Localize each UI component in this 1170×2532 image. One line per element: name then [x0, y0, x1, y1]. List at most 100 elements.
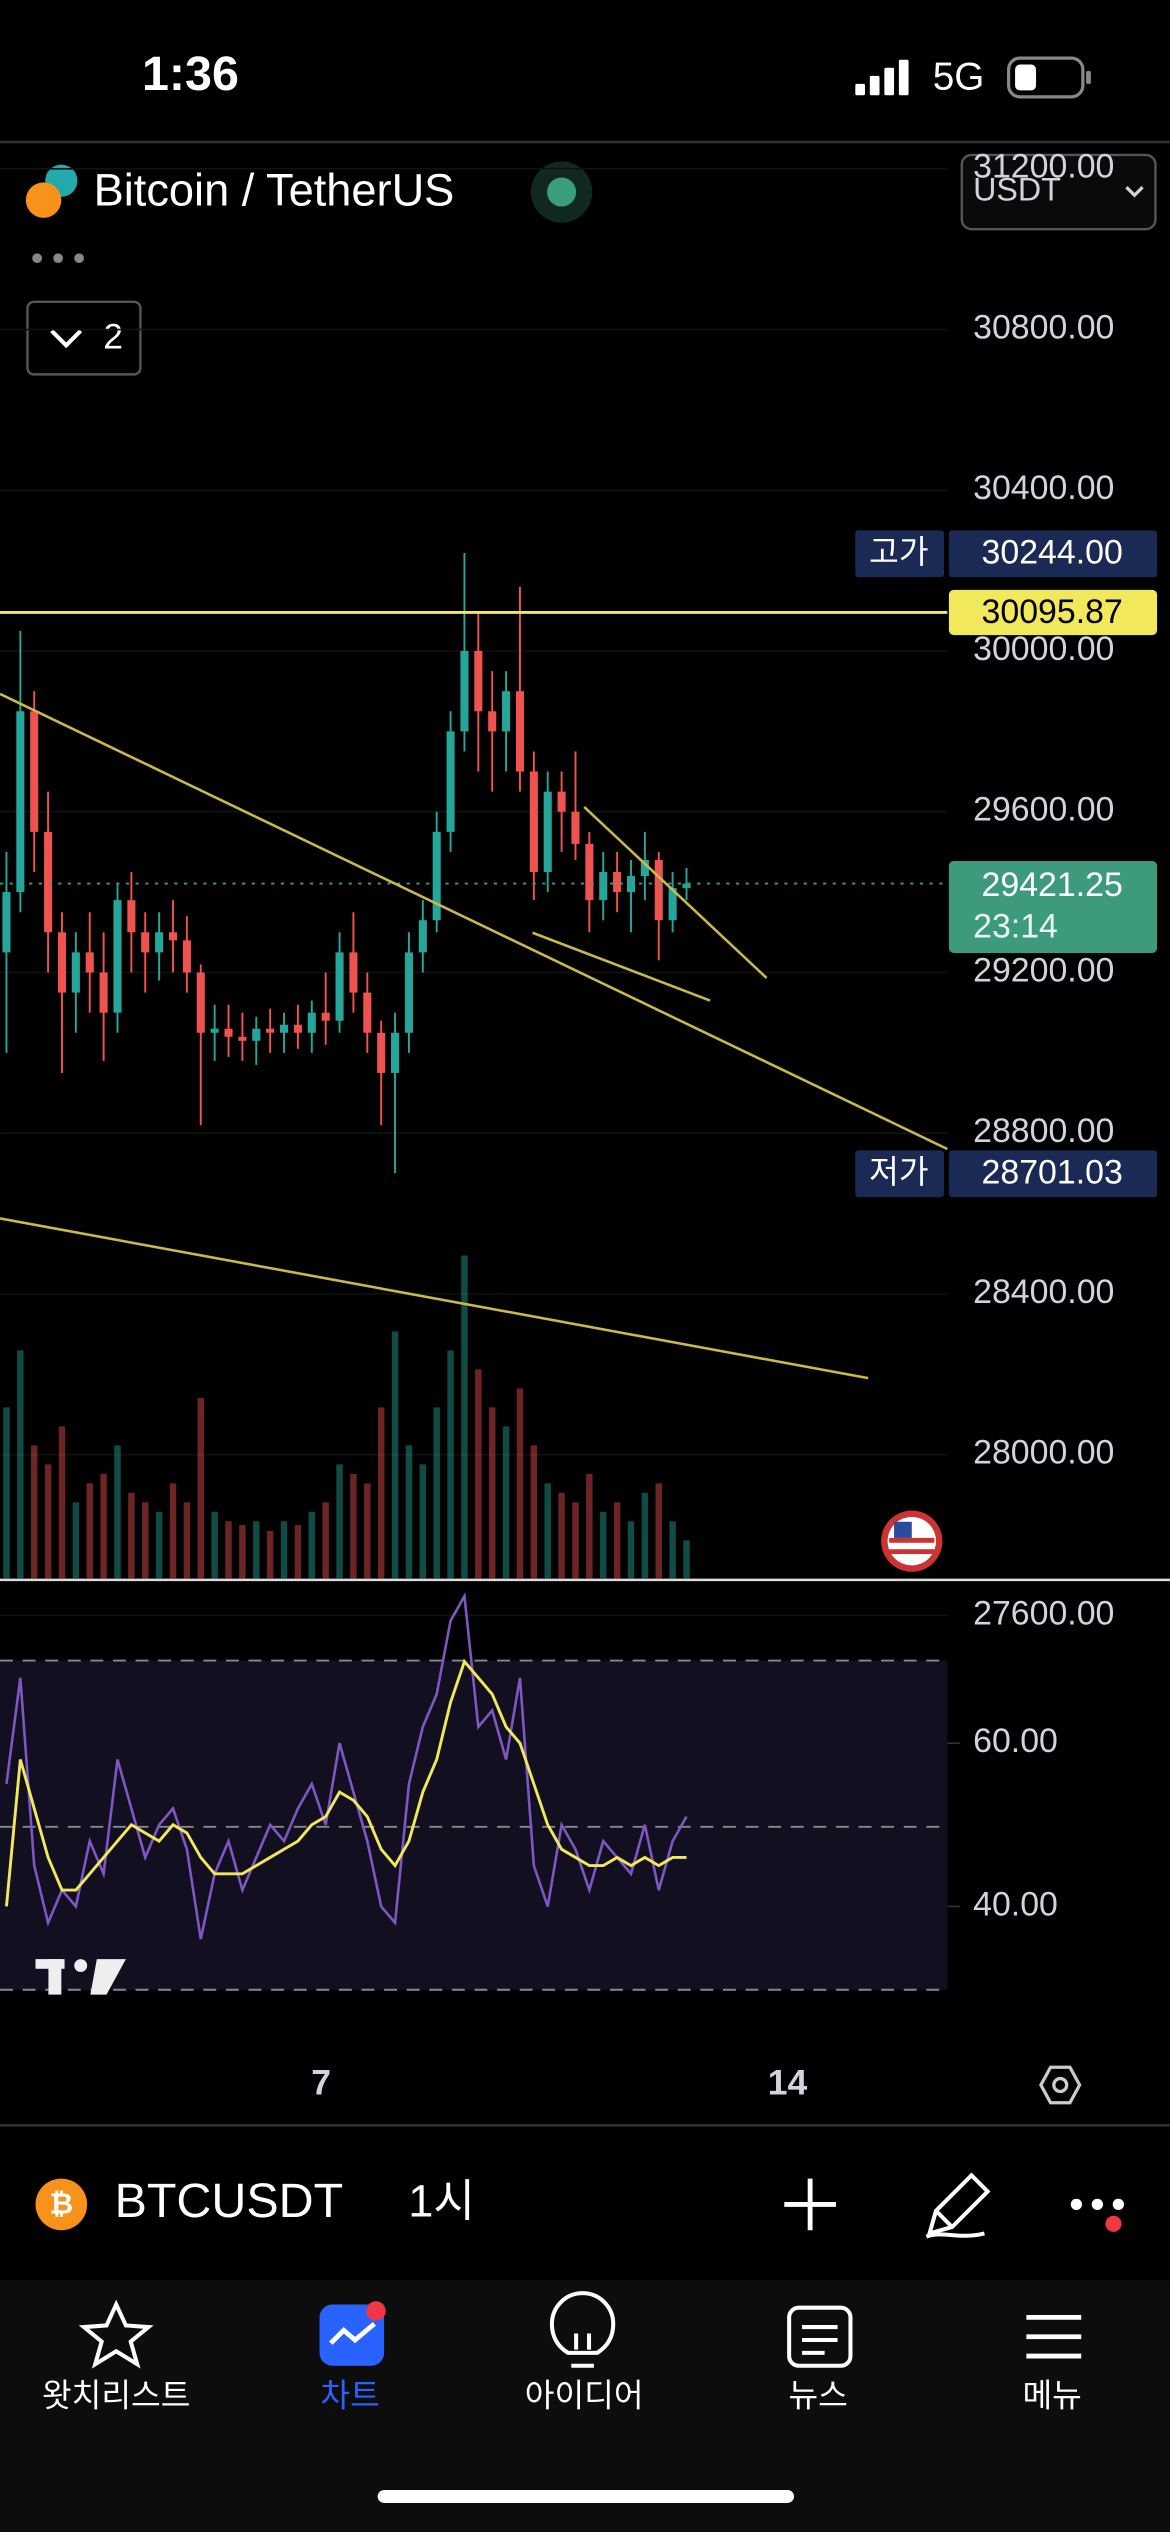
- indicator-count: 2: [103, 316, 123, 356]
- low-value: 28701.03: [982, 1154, 1123, 1192]
- network-type: 5G: [933, 55, 985, 98]
- volume-bar: [391, 1331, 399, 1579]
- volume-bar: [544, 1483, 551, 1579]
- volume-bar: [364, 1483, 371, 1579]
- volume-bar: [72, 1502, 80, 1579]
- low-name: 저가: [869, 1154, 928, 1190]
- settings-icon[interactable]: [1039, 2065, 1082, 2105]
- alert-price: 30095.87: [982, 593, 1123, 631]
- status-time: 1:36: [142, 47, 239, 101]
- last-price: 29421.25: [982, 866, 1123, 904]
- chart-icon-line: [329, 2321, 376, 2345]
- candle-body: [682, 883, 691, 889]
- more-icon[interactable]: [1070, 2198, 1124, 2232]
- y-tick-label: 30800.00: [973, 308, 1114, 346]
- watchlist-icon[interactable]: [78, 2299, 154, 2369]
- tab-label[interactable]: 왓치리스트: [42, 2378, 190, 2414]
- y-tick-label: 28400.00: [973, 1273, 1114, 1311]
- volume-bar: [502, 1426, 510, 1579]
- rsi-pane[interactable]: 60.00 40.00: [5, 1592, 1058, 1940]
- y-tick-label: 30400.00: [973, 469, 1114, 507]
- btc-icon: [25, 182, 62, 218]
- volume-bar: [58, 1426, 66, 1579]
- candle-body: [391, 1032, 400, 1073]
- tab-label[interactable]: 뉴스: [789, 2378, 848, 2414]
- candle-body: [307, 1012, 316, 1033]
- tab-label[interactable]: 차트: [321, 2378, 380, 2414]
- volume-bar: [239, 1525, 246, 1579]
- tab-label[interactable]: 메뉴: [1022, 2378, 1081, 2414]
- battery-icon: [1007, 56, 1091, 99]
- volume-bar: [280, 1521, 288, 1579]
- price-pane[interactable]: 31200.00 30800.00 30400.00 30000.00 29600.00…: [0, 148, 1114, 1633]
- volume-bar: [530, 1445, 538, 1579]
- candle-body: [57, 932, 67, 993]
- volume-bar: [627, 1521, 635, 1579]
- tab-label[interactable]: 아이디어: [525, 2378, 644, 2414]
- volume-bar: [322, 1502, 329, 1579]
- y-tick-label: 29600.00: [973, 791, 1114, 829]
- volume-bar: [572, 1502, 579, 1579]
- candle-body: [668, 888, 677, 921]
- tv-logo: [35, 1959, 126, 1995]
- signal-icon: [855, 59, 909, 96]
- volume-bar: [183, 1502, 191, 1579]
- currency-select[interactable]: [960, 153, 1157, 231]
- volume-bar: [669, 1521, 676, 1579]
- rsi-band: [0, 1660, 948, 1990]
- flag-icon[interactable]: [881, 1510, 943, 1572]
- x-tick-label: 14: [768, 2062, 808, 2102]
- volume-bar: [211, 1511, 218, 1579]
- toolbar-interval[interactable]: 1시: [408, 2175, 475, 2226]
- candle-body: [127, 900, 136, 933]
- candle-body: [71, 952, 80, 993]
- volume-bar: [447, 1350, 454, 1579]
- draw-icon[interactable]: [925, 2172, 991, 2239]
- alert-price-box: [948, 589, 1158, 636]
- indicator-toggle[interactable]: [26, 300, 142, 376]
- candle-body: [16, 711, 25, 893]
- volume-bar: [405, 1445, 413, 1579]
- volume-bar: [516, 1388, 524, 1579]
- y-tick-label: 31200.00: [973, 148, 1114, 186]
- candle-body: [2, 892, 11, 953]
- volume-bar: [44, 1464, 52, 1579]
- candle-body: [363, 992, 372, 1033]
- volume-bar: [253, 1521, 260, 1579]
- symbol-title[interactable]: Bitcoin / TetherUS: [94, 165, 455, 216]
- y-tick-label: 28000.00: [973, 1434, 1114, 1472]
- candle-body: [418, 920, 427, 953]
- volume-bar: [655, 1483, 662, 1579]
- volume-bar: [586, 1473, 593, 1579]
- rsi-line: [5, 1592, 688, 1940]
- volume-bar: [266, 1530, 274, 1579]
- volume-bar: [641, 1492, 649, 1579]
- add-icon[interactable]: [784, 2178, 836, 2231]
- candle-body: [113, 900, 122, 1013]
- y-tick-label: 27600.00: [973, 1594, 1114, 1632]
- volume-bar: [683, 1540, 690, 1579]
- candle-body: [99, 972, 108, 1013]
- y-tick-label: 30000.00: [973, 630, 1114, 668]
- chevron: [50, 329, 83, 349]
- more-dots[interactable]: [32, 253, 84, 264]
- menu-icon[interactable]: [1026, 2314, 1082, 2359]
- volume-bar: [336, 1464, 343, 1579]
- volume-bar: [169, 1483, 177, 1579]
- high-value: 30244.00: [982, 534, 1123, 572]
- volume-bar: [114, 1445, 121, 1579]
- candle-body: [85, 952, 94, 973]
- volume-bar: [3, 1407, 10, 1579]
- toolbar-symbol[interactable]: BTCUSDT: [115, 2174, 344, 2228]
- candle-body: [44, 831, 53, 933]
- volume-bar: [433, 1407, 440, 1579]
- news-icon[interactable]: [787, 2305, 853, 2368]
- high-name-box: [855, 530, 945, 578]
- trend-lines: [0, 692, 948, 1380]
- low-name-box: [855, 1150, 945, 1198]
- ideas-icon[interactable]: [549, 2291, 616, 2368]
- volume-bar: [294, 1525, 302, 1579]
- candle-body: [335, 952, 344, 1021]
